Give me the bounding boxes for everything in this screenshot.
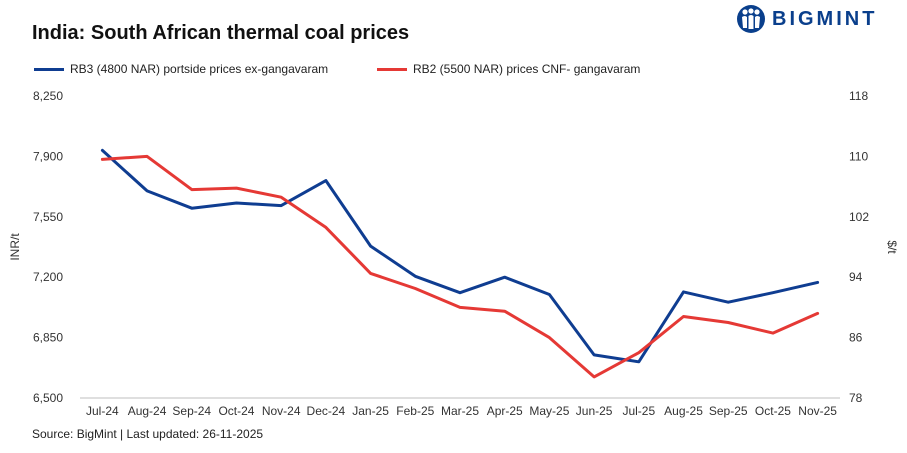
x-tick: Jul-25 — [622, 404, 655, 418]
x-tick: Nov-24 — [262, 404, 301, 418]
x-tick: Dec-24 — [307, 404, 346, 418]
brand-name: BIGMINT — [772, 7, 878, 30]
legend-swatch-rb3 — [34, 67, 64, 71]
y-tick-right: 118 — [849, 89, 868, 103]
chart-legend: RB3 (4800 NAR) portside prices ex-gangav… — [0, 62, 907, 78]
x-tick: Oct-25 — [755, 404, 791, 418]
y-tick-right: 110 — [849, 149, 868, 163]
legend-label-rb3: RB3 (4800 NAR) portside prices ex-gangav… — [70, 62, 329, 76]
series-line-rb3 — [100, 148, 820, 364]
series-group — [100, 148, 820, 379]
source-note: Source: BigMint | Last updated: 26-11-20… — [32, 427, 264, 441]
y-tick-left: 6,850 — [33, 331, 63, 345]
x-tick: Aug-25 — [664, 404, 703, 418]
legend-swatch-rb2 — [377, 67, 407, 71]
chart-title: India: South African thermal coal prices — [32, 22, 410, 44]
y-tick-left: 7,200 — [33, 270, 63, 284]
legend-item-rb3: RB3 (4800 NAR) portside prices ex-gangav… — [34, 62, 328, 76]
y-tick-left: 7,900 — [33, 149, 63, 163]
x-tick: Jul-24 — [86, 404, 119, 418]
y-axis-title-right: $/t — [885, 240, 899, 254]
x-tick: Mar-25 — [441, 404, 479, 418]
series-line-rb2 — [100, 154, 820, 379]
x-tick: Nov-25 — [798, 404, 837, 418]
y-axis-title-left: INR/t — [8, 233, 22, 261]
brand-logo: BIGMINT — [736, 4, 877, 34]
y-tick-right: 78 — [849, 391, 863, 405]
x-tick: Apr-25 — [487, 404, 523, 418]
y-axis-left: 6,500 6,850 7,200 7,550 7,900 8,250 — [33, 89, 63, 405]
legend-label-rb2: RB2 (5500 NAR) prices CNF- gangavaram — [413, 62, 641, 76]
legend-item-rb2: RB2 (5500 NAR) prices CNF- gangavaram — [377, 62, 640, 76]
x-tick: Aug-24 — [128, 404, 167, 418]
y-tick-left: 7,550 — [33, 210, 63, 224]
y-tick-left: 6,500 — [33, 391, 63, 405]
y-tick-right: 102 — [849, 210, 869, 224]
x-tick: Feb-25 — [396, 404, 434, 418]
x-tick: Sep-25 — [709, 404, 748, 418]
x-tick: Jan-25 — [352, 404, 389, 418]
y-tick-right: 94 — [849, 270, 863, 284]
x-tick: May-25 — [529, 404, 569, 418]
x-axis: Jul-24 Aug-24 Sep-24 Oct-24 Nov-24 Dec-24 Jan-… — [86, 404, 837, 418]
bigmint-logo-icon — [737, 5, 765, 33]
y-tick-left: 8,250 — [33, 89, 63, 103]
x-tick: Sep-24 — [172, 404, 211, 418]
x-tick: Oct-24 — [218, 404, 254, 418]
y-tick-right: 86 — [849, 331, 863, 345]
x-tick: Jun-25 — [576, 404, 613, 418]
y-axis-right: 78 86 94 102 110 118 — [849, 89, 869, 405]
